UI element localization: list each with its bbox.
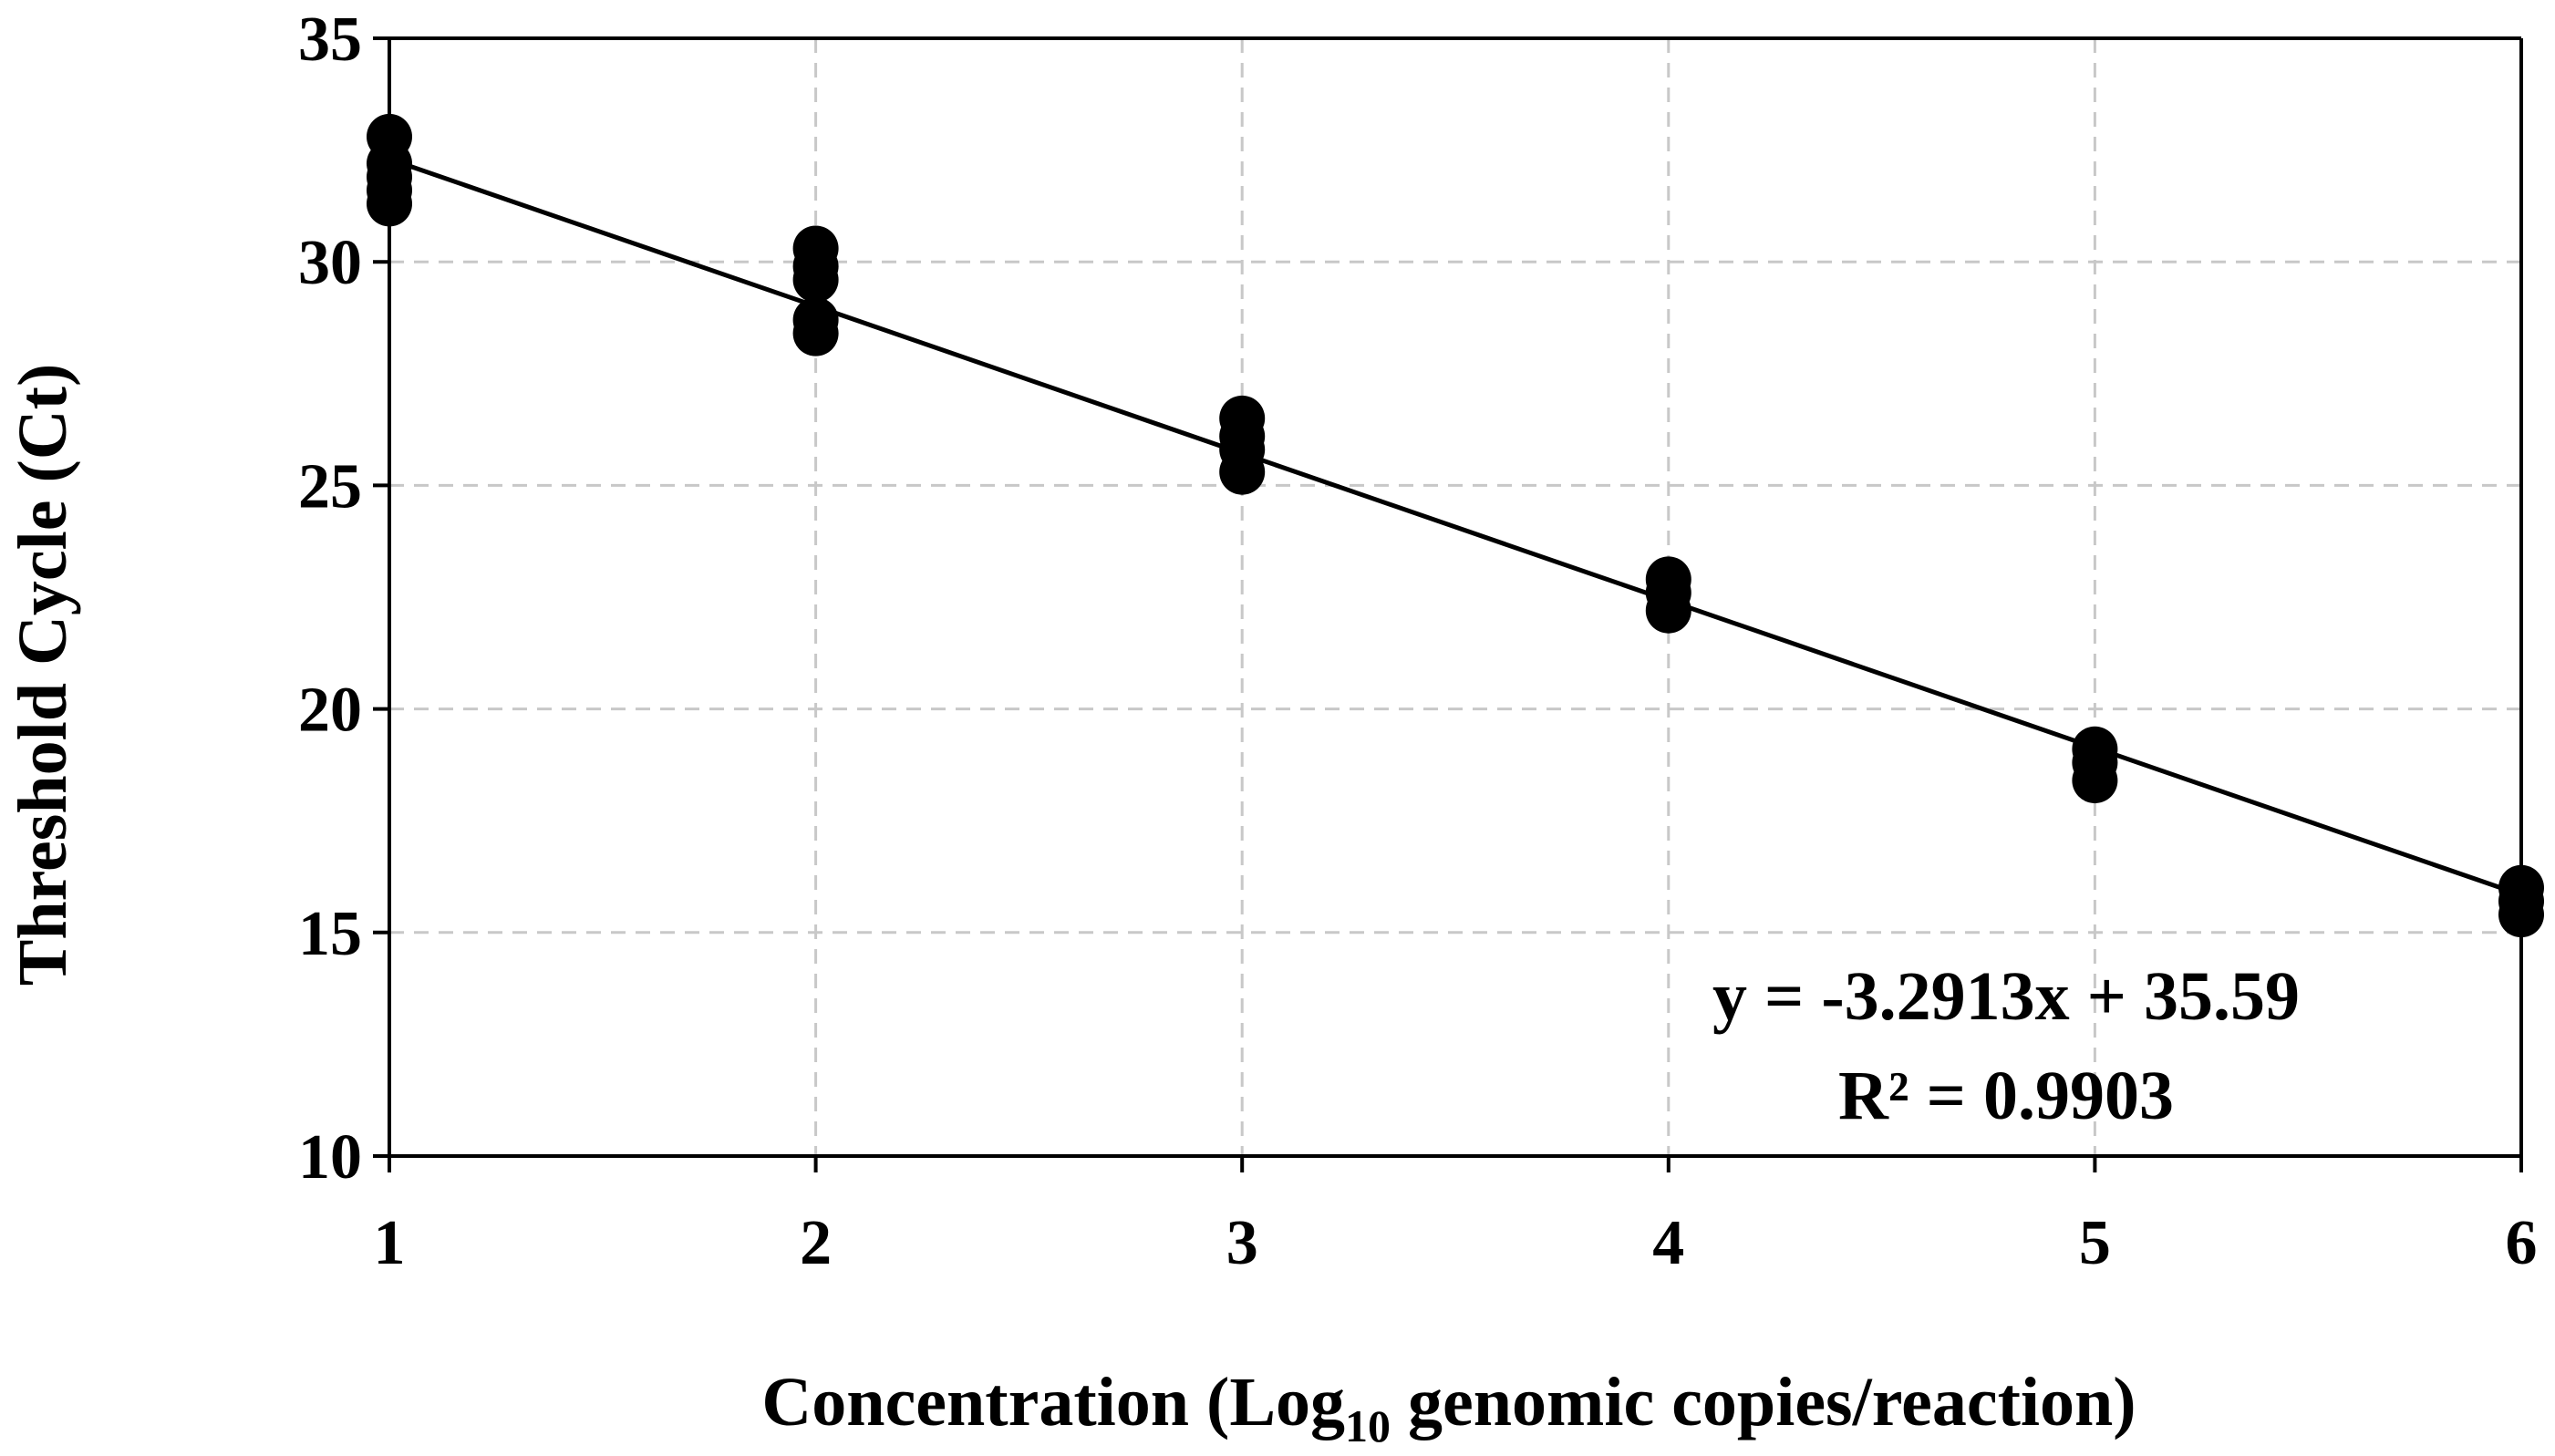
r-squared-label: R² = 0.9903 <box>1838 1058 2174 1134</box>
y-tick-label: 15 <box>298 899 362 969</box>
tick-labels: 10 15 20 25 30 35 1 2 3 4 5 6 <box>298 5 2538 1278</box>
x-tick-label: 3 <box>1226 1208 1258 1278</box>
x-tick-label: 5 <box>2079 1208 2111 1278</box>
y-tick-label: 20 <box>298 676 362 746</box>
y-axis-title: Threshold Cycle (Ct) <box>5 364 81 986</box>
y-tick-label: 25 <box>298 451 362 521</box>
x-tick-label: 4 <box>1652 1208 1684 1278</box>
data-point <box>2072 758 2118 804</box>
x-axis-title: Concentration (Log10 genomic copies/reac… <box>761 1364 2136 1451</box>
axes <box>373 36 2523 1172</box>
x-axis-title-suffix: genomic copies/reaction) <box>1391 1364 2136 1441</box>
grid-lines <box>389 38 2521 1156</box>
data-point <box>1219 449 1266 495</box>
trendline-equation: y = -3.2913x + 35.59 <box>1712 958 2300 1035</box>
x-axis-title-subscript: 10 <box>1345 1400 1391 1451</box>
trendline-group <box>388 157 2522 897</box>
data-point <box>792 256 839 303</box>
x-axis-title-prefix: Concentration (Log <box>761 1364 1345 1441</box>
y-tick-label: 35 <box>298 5 362 75</box>
y-tick-label: 10 <box>298 1122 362 1193</box>
x-tick-label: 1 <box>374 1208 406 1278</box>
data-point <box>792 310 839 356</box>
y-tick-label: 30 <box>298 228 362 298</box>
x-tick-label: 2 <box>800 1208 832 1278</box>
trendline <box>388 157 2522 897</box>
x-tick-label: 6 <box>2506 1208 2538 1278</box>
data-point <box>1645 587 1691 634</box>
